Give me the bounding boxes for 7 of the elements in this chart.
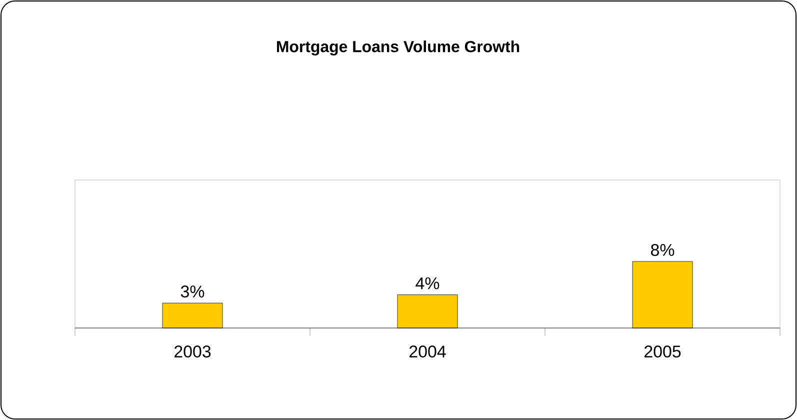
chart-title: Mortgage Loans Volume Growth: [277, 40, 520, 56]
x-tick-label: 2003: [174, 346, 211, 358]
data-label: 4%: [416, 277, 440, 290]
data-label: 8%: [651, 244, 674, 256]
x-tick-label: 2005: [644, 346, 681, 358]
data-label: 3%: [180, 286, 204, 298]
x-tick-label: 2004: [410, 346, 446, 358]
